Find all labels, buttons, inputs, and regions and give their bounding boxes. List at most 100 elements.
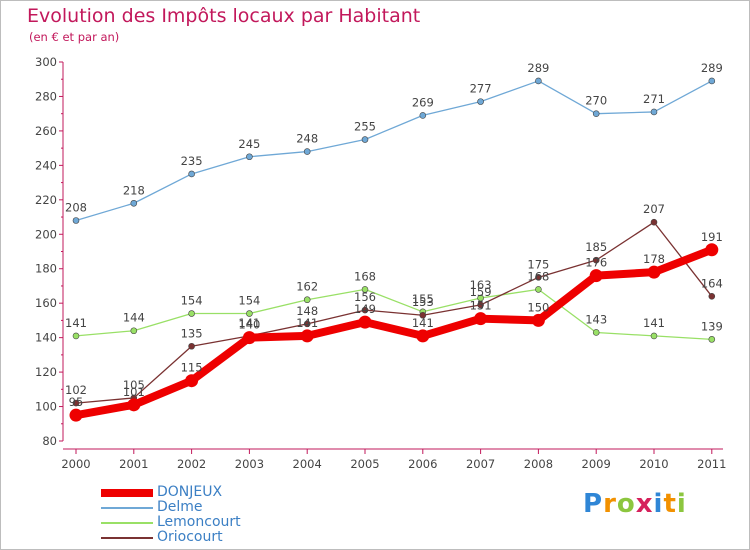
data-label-oriocourt: 185 bbox=[585, 240, 607, 254]
data-label-donjeux: 191 bbox=[701, 230, 723, 244]
data-label-delme: 270 bbox=[585, 94, 607, 108]
data-label-lemoncourt: 141 bbox=[65, 316, 87, 330]
data-point-delme bbox=[246, 153, 253, 161]
data-label-lemoncourt: 155 bbox=[412, 292, 434, 306]
legend: DONJEUX Delme Lemoncourt Oriocourt bbox=[101, 485, 241, 545]
data-point-delme bbox=[361, 136, 369, 143]
data-label-lemoncourt: 154 bbox=[181, 294, 203, 308]
data-point-oriocourt bbox=[361, 306, 369, 314]
data-label-oriocourt: 102 bbox=[65, 383, 87, 397]
data-point-oriocourt bbox=[188, 342, 195, 350]
legend-item-lemoncourt: Lemoncourt bbox=[101, 515, 241, 530]
x-tick-label: 2000 bbox=[61, 457, 90, 471]
legend-label-lemoncourt: Lemoncourt bbox=[157, 514, 241, 530]
x-tick-label: 2004 bbox=[293, 457, 322, 471]
x-tick-label: 2011 bbox=[697, 457, 726, 471]
data-label-donjeux: 178 bbox=[643, 252, 665, 266]
series-line-oriocourt bbox=[75, 221, 713, 404]
x-tick-label: 2003 bbox=[235, 457, 264, 471]
legend-label-oriocourt: Oriocourt bbox=[157, 529, 223, 545]
data-label-oriocourt: 156 bbox=[354, 290, 376, 304]
y-tick-label: 300 bbox=[35, 55, 57, 69]
legend-swatch-oriocourt bbox=[101, 536, 153, 539]
data-label-donjeux: 176 bbox=[585, 256, 607, 270]
data-label-delme: 255 bbox=[354, 120, 376, 134]
data-point-donjeux bbox=[589, 269, 603, 283]
data-point-donjeux bbox=[705, 243, 719, 257]
y-tick-label: 140 bbox=[35, 331, 57, 345]
data-label-oriocourt: 164 bbox=[701, 276, 723, 290]
data-label-lemoncourt: 168 bbox=[527, 269, 549, 283]
data-label-oriocourt: 159 bbox=[470, 285, 492, 299]
data-point-delme bbox=[188, 170, 195, 178]
data-label-oriocourt: 207 bbox=[643, 202, 665, 216]
y-tick-label: 200 bbox=[35, 227, 57, 241]
data-point-oriocourt bbox=[303, 320, 311, 328]
data-point-donjeux bbox=[531, 313, 545, 327]
data-point-oriocourt bbox=[592, 256, 600, 264]
data-label-oriocourt: 148 bbox=[296, 304, 318, 318]
data-point-delme bbox=[130, 199, 138, 207]
data-label-delme: 218 bbox=[123, 183, 145, 197]
data-label-donjeux: 150 bbox=[527, 300, 549, 314]
proxiti-logo: Proxiti bbox=[583, 489, 687, 519]
data-point-donjeux bbox=[69, 408, 83, 422]
y-tick-label: 280 bbox=[35, 89, 57, 103]
y-tick-label: 160 bbox=[35, 296, 57, 310]
logo-letter: x bbox=[635, 489, 654, 519]
data-point-lemoncourt bbox=[246, 310, 253, 317]
data-label-oriocourt: 153 bbox=[412, 295, 434, 309]
legend-item-donjeux: DONJEUX bbox=[101, 485, 241, 500]
data-point-delme bbox=[72, 217, 80, 224]
data-point-lemoncourt bbox=[72, 332, 80, 340]
data-label-donjeux: 140 bbox=[238, 318, 260, 332]
x-tick-label: 2009 bbox=[582, 457, 611, 471]
data-point-lemoncourt bbox=[130, 327, 138, 335]
data-point-donjeux bbox=[358, 315, 372, 329]
y-tick-label: 100 bbox=[35, 400, 57, 414]
data-point-delme bbox=[650, 108, 658, 116]
data-label-lemoncourt: 139 bbox=[701, 319, 723, 333]
data-label-oriocourt: 141 bbox=[238, 316, 260, 330]
chart-title: Evolution des Impôts locaux par Habitant bbox=[27, 5, 421, 27]
legend-label-delme: Delme bbox=[157, 499, 203, 515]
x-tick-label: 2001 bbox=[119, 457, 148, 471]
legend-swatch-delme bbox=[101, 506, 153, 509]
data-label-lemoncourt: 162 bbox=[296, 280, 318, 294]
data-label-donjeux: 95 bbox=[69, 395, 84, 409]
data-label-lemoncourt: 154 bbox=[238, 294, 260, 308]
logo-letter: o bbox=[616, 489, 636, 519]
data-label-lemoncourt: 163 bbox=[470, 278, 492, 292]
data-label-oriocourt: 135 bbox=[181, 326, 203, 340]
data-label-delme: 269 bbox=[412, 95, 434, 109]
y-tick-label: 240 bbox=[35, 158, 57, 172]
x-tick-label: 2006 bbox=[408, 457, 437, 471]
data-label-donjeux: 149 bbox=[354, 302, 376, 316]
data-point-lemoncourt bbox=[477, 294, 484, 302]
data-point-donjeux bbox=[647, 265, 661, 279]
chart-subtitle: (en € et par an) bbox=[29, 30, 120, 44]
data-label-delme: 277 bbox=[470, 82, 492, 96]
logo-letter: i bbox=[653, 489, 664, 519]
data-point-oriocourt bbox=[708, 292, 716, 300]
logo-letter: t bbox=[663, 489, 677, 519]
data-label-delme: 248 bbox=[296, 132, 318, 146]
data-label-delme: 208 bbox=[65, 200, 87, 214]
data-point-oriocourt bbox=[477, 301, 484, 309]
y-tick-label: 260 bbox=[35, 124, 57, 138]
series-line-delme bbox=[75, 80, 713, 222]
data-label-donjeux: 141 bbox=[296, 316, 318, 330]
y-tick-label: 220 bbox=[35, 193, 57, 207]
data-label-delme: 245 bbox=[238, 137, 260, 151]
data-point-lemoncourt bbox=[361, 286, 369, 293]
y-tick-label: 120 bbox=[35, 365, 57, 379]
data-label-donjeux: 115 bbox=[181, 361, 203, 375]
logo-letter: r bbox=[603, 489, 617, 519]
data-label-donjeux: 141 bbox=[412, 316, 434, 330]
data-label-delme: 235 bbox=[181, 154, 203, 168]
data-point-donjeux bbox=[416, 329, 430, 343]
data-point-delme bbox=[708, 77, 716, 85]
data-point-delme bbox=[535, 77, 542, 85]
data-point-lemoncourt bbox=[188, 310, 195, 317]
data-point-lemoncourt bbox=[650, 332, 658, 340]
